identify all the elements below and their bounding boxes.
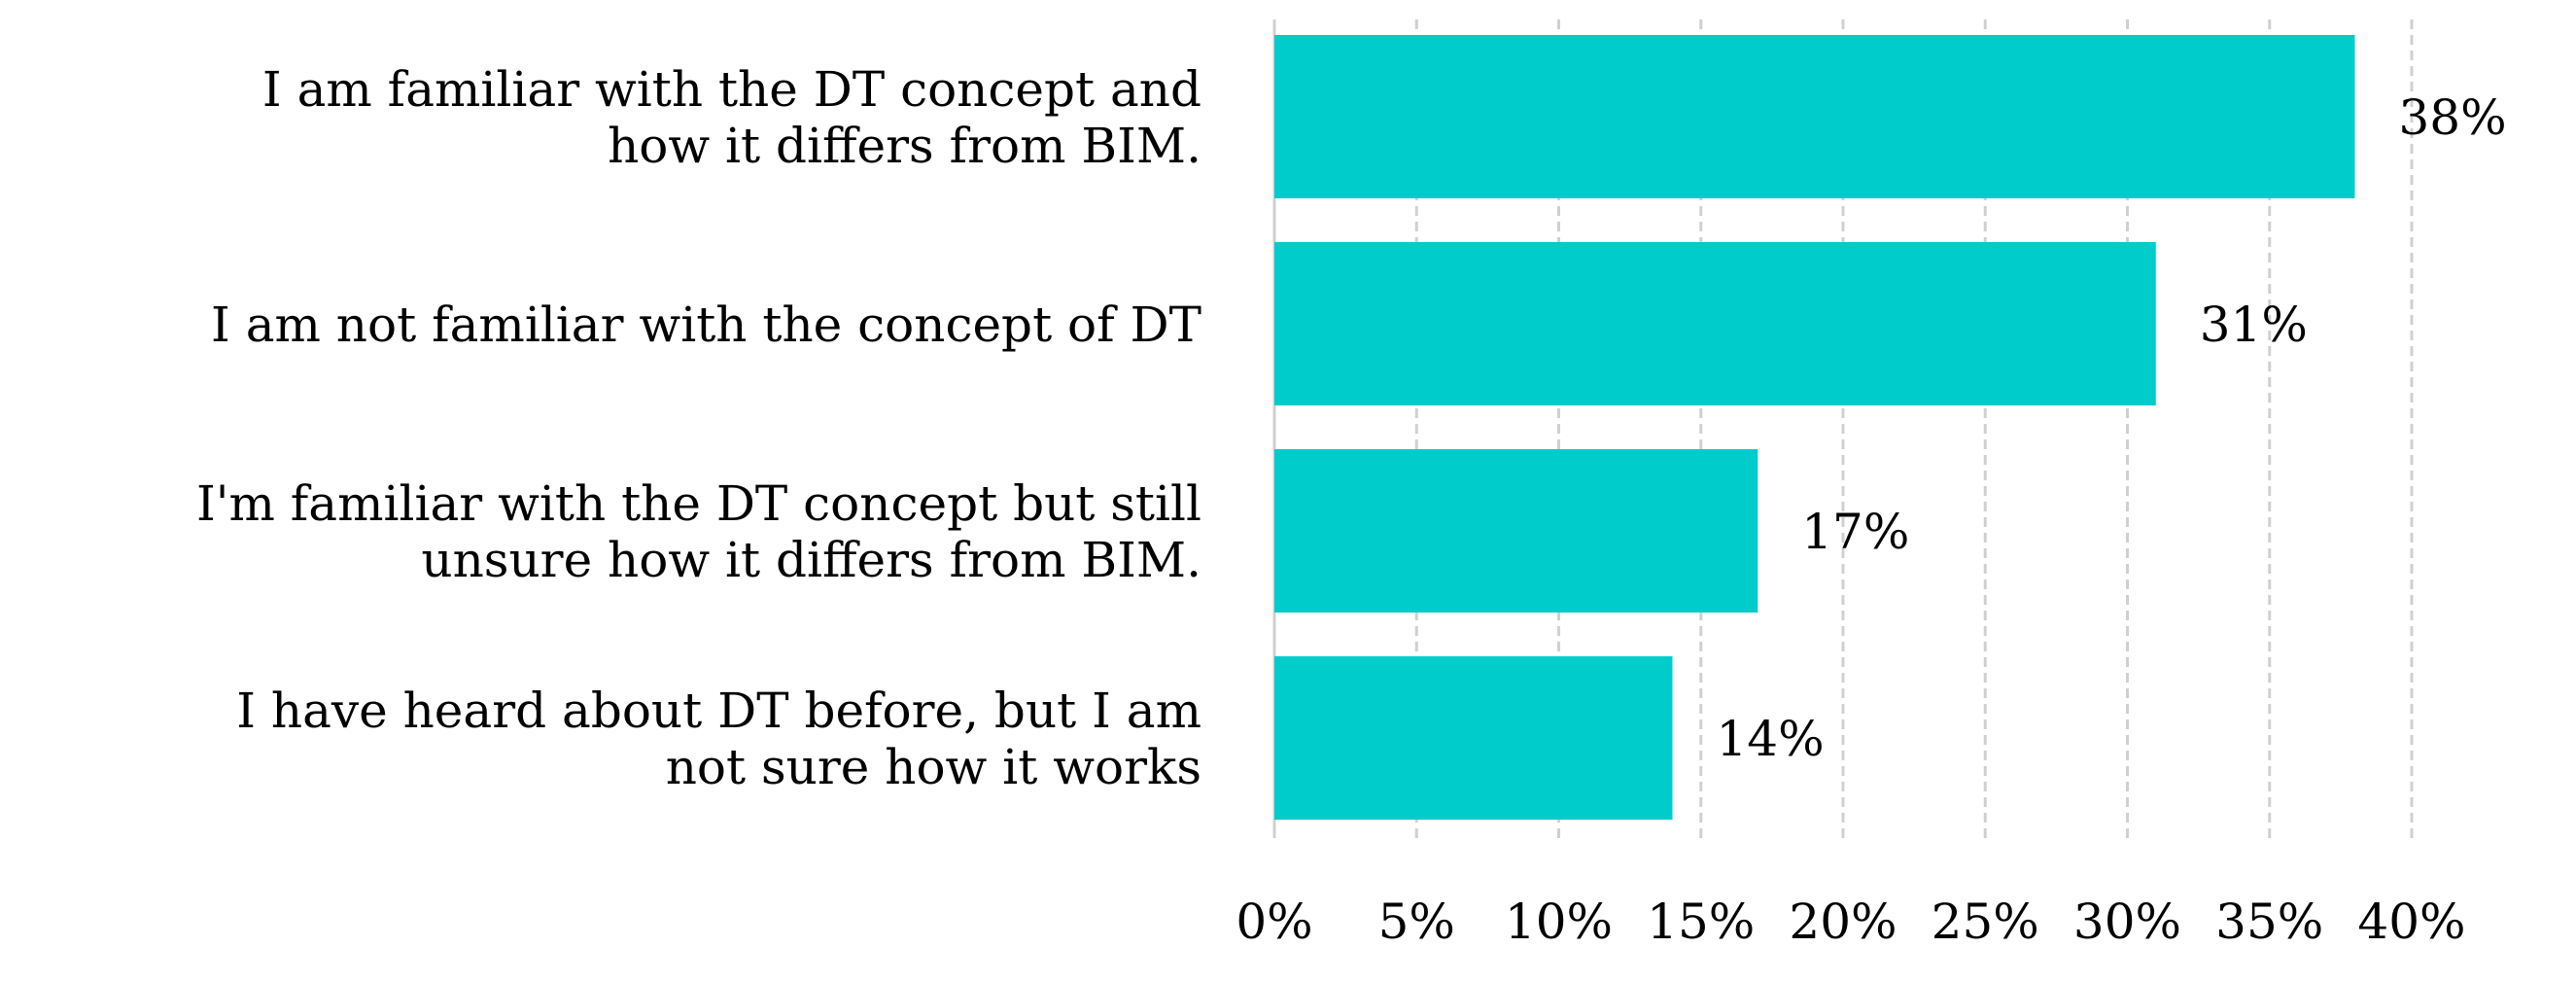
bar-4 [1274,656,1673,820]
x-tick-label-5: 5% [1378,894,1455,950]
category-label-3: I'm familiar with the DT concept but sti… [196,475,1201,588]
x-tick-label-10: 10% [1505,894,1613,950]
bar-1 [1274,35,2355,198]
x-tick-label-35: 35% [2215,894,2323,950]
category-label-4: I have heard about DT before, but I am no… [236,683,1201,795]
x-tick-label-30: 30% [2073,894,2181,950]
x-tick-label-40: 40% [2357,894,2465,950]
x-tick-layer: 0% 5% 10% 15% 20% 25% 30% 35% 40% [1236,894,2465,950]
bar-layer [1274,35,2355,820]
data-label-2: 31% [2200,297,2308,353]
x-tick-label-15: 15% [1647,894,1755,950]
category-label-layer: I am familiar with the DT concept and how… [196,61,1201,795]
category-label-1: I am familiar with the DT concept and how… [262,61,1201,174]
data-label-1: 38% [2399,89,2507,146]
x-tick-label-20: 20% [1789,894,1897,950]
x-tick-label-0: 0% [1236,894,1312,950]
data-label-3: 17% [1801,504,1909,560]
bar-2 [1274,242,2156,405]
category-label-2: I am not familiar with the concept of DT [211,297,1201,353]
data-label-layer: 38% 31% 17% 14% [1717,89,2507,767]
x-tick-label-25: 25% [1932,894,2039,950]
bar-3 [1274,449,1758,613]
data-label-4: 14% [1717,711,1825,767]
